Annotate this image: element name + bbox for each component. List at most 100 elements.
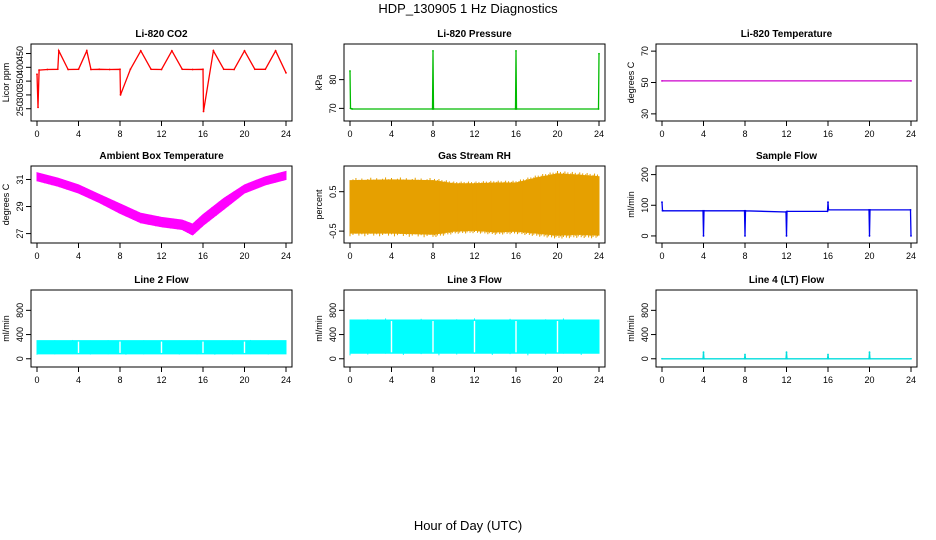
- data-point: [46, 68, 49, 71]
- data-point: [119, 94, 122, 96]
- x-tick-label: 24: [906, 251, 916, 261]
- x-tick-label: 16: [198, 129, 208, 139]
- y-tick-label: 50: [640, 77, 650, 87]
- data-point: [744, 209, 747, 212]
- x-axis-title: Hour of Day (UTC): [413, 518, 523, 533]
- x-tick-label: 4: [389, 251, 394, 261]
- data-point: [98, 68, 101, 71]
- data-point: [744, 235, 746, 237]
- data-point: [910, 80, 912, 82]
- x-tick-label: 24: [281, 251, 291, 261]
- data-point: [202, 68, 204, 71]
- data-point: [36, 73, 38, 76]
- x-tick-label: 8: [742, 375, 747, 385]
- y-axis-label: ml/min: [626, 191, 636, 218]
- y-tick-label: 80: [328, 75, 338, 85]
- x-tick-label: 0: [34, 251, 39, 261]
- x-tick-label: 12: [781, 375, 791, 385]
- data-point: [785, 351, 788, 354]
- panel-8: Line 3 Flow 0 4 8 12 16 20 24 0 400 800 ml/min: [314, 275, 606, 385]
- data-point: [264, 68, 267, 71]
- x-tick-label: 8: [430, 251, 435, 261]
- x-tick-label: 24: [594, 129, 604, 139]
- y-tick-label: 400: [640, 327, 650, 342]
- x-tick-label: 16: [198, 251, 208, 261]
- data-point: [351, 108, 353, 110]
- data-point: [77, 68, 80, 71]
- y-tick-label: 450: [15, 46, 25, 61]
- data-point: [827, 201, 829, 204]
- data-point: [243, 49, 246, 52]
- x-tick-label: 20: [864, 251, 874, 261]
- data-point: [170, 49, 173, 52]
- x-tick-label: 12: [469, 375, 479, 385]
- x-tick-label: 20: [239, 375, 249, 385]
- x-tick-label: 0: [347, 375, 352, 385]
- data-point: [139, 49, 142, 52]
- y-tick-label: 400: [328, 327, 338, 342]
- data-point: [786, 357, 788, 360]
- main-title: HDP_130905 1 Hz Diagnostics: [378, 1, 558, 16]
- y-tick-label: 800: [15, 303, 25, 318]
- data-point: [233, 68, 236, 71]
- x-tick-label: 16: [511, 375, 521, 385]
- x-tick-label: 16: [823, 251, 833, 261]
- x-tick-label: 4: [701, 251, 706, 261]
- data-point: [702, 351, 705, 354]
- data-point: [827, 357, 830, 360]
- data-point: [702, 235, 705, 237]
- x-tick-label: 0: [34, 129, 39, 139]
- panel-6: Sample Flow 0 4 8 12 16 20 24 0 100 200 ml/min: [626, 151, 918, 261]
- x-tick-label: 8: [430, 129, 435, 139]
- data-point: [598, 52, 600, 55]
- x-tick-label: 12: [156, 129, 166, 139]
- panel-title: Line 2 Flow: [134, 275, 189, 286]
- x-tick-label: 20: [239, 251, 249, 261]
- y-tick-label: 27: [15, 229, 25, 239]
- data-point: [909, 208, 912, 211]
- data-point: [108, 68, 111, 71]
- data-point: [515, 49, 517, 52]
- data-point: [868, 235, 871, 237]
- panel-title: Line 3 Flow: [447, 275, 502, 286]
- y-axis-label: ml/min: [314, 315, 324, 342]
- data-point: [57, 49, 60, 52]
- y-tick-label: 29: [15, 202, 25, 212]
- x-tick-label: 4: [389, 375, 394, 385]
- data-point: [661, 201, 663, 204]
- x-tick-label: 0: [659, 129, 664, 139]
- data-point: [786, 210, 788, 213]
- plot-frame: [655, 43, 918, 122]
- data-point: [37, 106, 39, 109]
- data-point: [285, 71, 287, 74]
- y-tick-label: 0: [15, 356, 25, 361]
- panel-3: Li-820 Temperature 0 4 8 12 16 20 24 30 50 70 degre…: [626, 29, 918, 139]
- y-axis-label: ml/min: [1, 315, 11, 342]
- data-point: [349, 107, 352, 110]
- y-tick-label: 200: [640, 167, 650, 182]
- data-point: [432, 108, 435, 110]
- x-tick-label: 12: [156, 251, 166, 261]
- y-tick-label: 70: [328, 103, 338, 113]
- data-point: [150, 68, 153, 71]
- series-line: [662, 352, 911, 360]
- y-tick-label: 30: [640, 109, 650, 119]
- data-point: [703, 357, 705, 360]
- data-point: [129, 68, 132, 71]
- data-point: [785, 235, 788, 237]
- data-layer: [349, 318, 600, 356]
- data-layer: [36, 339, 287, 355]
- data-point: [597, 108, 600, 110]
- x-tick-label: 16: [511, 129, 521, 139]
- data-point: [910, 357, 912, 360]
- data-point: [827, 208, 830, 211]
- x-tick-label: 8: [117, 375, 122, 385]
- panel-title: Li-820 Temperature: [741, 29, 833, 40]
- y-tick-label: 800: [640, 303, 650, 318]
- x-tick-label: 4: [76, 129, 81, 139]
- x-tick-label: 20: [239, 129, 249, 139]
- data-layer: [349, 171, 600, 239]
- panel-title: Line 4 (LT) Flow: [749, 275, 825, 286]
- data-point: [349, 70, 351, 72]
